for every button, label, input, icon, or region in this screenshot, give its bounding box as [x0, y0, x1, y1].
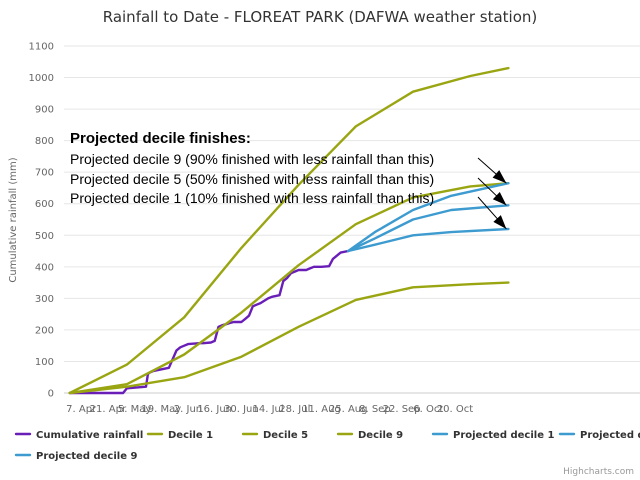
y-tick-label: 800: [35, 136, 54, 147]
x-tick-label: 25. Aug: [329, 404, 368, 415]
y-tick-label: 700: [35, 168, 54, 179]
x-tick-label: 2. Jun: [174, 404, 202, 415]
y-tick-label: 300: [35, 294, 54, 305]
y-tick-label: 900: [35, 105, 54, 116]
legend-label: Projected decile 1: [453, 430, 554, 441]
legend-item[interactable]: Projected decile 1: [431, 430, 554, 441]
annotation-arrows: [477, 157, 507, 230]
x-tick-label: 28. Jul: [279, 404, 310, 415]
chart-title: Rainfall to Date - FLOREAT PARK (DAFWA w…: [103, 8, 538, 26]
y-tick-label: 400: [35, 262, 54, 273]
y-axis-title: Cumulative rainfall (mm): [8, 157, 19, 282]
legend-label: Projected decile 5: [580, 430, 640, 441]
series-line-projected-decile-5: [347, 204, 510, 253]
legend-label: Projected decile 9: [36, 451, 137, 462]
y-tick-label: 600: [35, 199, 54, 210]
grid-lines: [64, 45, 640, 394]
x-tick-label: 14. Jul: [253, 404, 284, 415]
x-tick-label: 20. Oct: [437, 404, 473, 415]
y-axis-ticks: 0 100 200 300 400 500 600 700 800 900 1000 1100: [29, 42, 54, 400]
x-tick-label: 7. Apr: [66, 404, 97, 415]
x-tick-label: 30. Jun: [224, 404, 259, 415]
y-tick-label: 1000: [29, 73, 54, 84]
series-line-decile-9: [68, 66, 510, 395]
legend-item[interactable]: Cumulative rainfall: [14, 430, 143, 441]
series-line-cumulative-rainfall: [68, 249, 350, 395]
legend-item[interactable]: Decile 5: [241, 430, 308, 441]
series-line-projected-decile-9: [347, 181, 510, 253]
legend-item[interactable]: Projected decile 9: [14, 451, 137, 462]
legend-label: Cumulative rainfall: [36, 430, 143, 441]
x-tick-label: 11. Aug: [302, 404, 341, 415]
series-line-projected-decile-1: [347, 227, 510, 253]
x-tick-label: 22. Sep: [383, 404, 421, 415]
legend-item[interactable]: Decile 9: [336, 430, 403, 441]
annotation-arrow-head: [493, 215, 507, 229]
legend-label: Decile 9: [358, 430, 403, 441]
y-tick-label: 200: [35, 325, 54, 336]
legend-label: Decile 5: [263, 430, 308, 441]
legend-label: Decile 1: [168, 430, 213, 441]
legend-item[interactable]: Projected decile 5: [558, 430, 640, 441]
annotation-arrow-head: [492, 191, 507, 206]
annotation-decile-5: Projected decile 5 (50% finished with le…: [70, 171, 434, 187]
y-tick-label: 500: [35, 231, 54, 242]
annotation-decile-9: Projected decile 9 (90% finished with le…: [70, 151, 434, 167]
annotation-arrow-head: [492, 170, 507, 184]
legend-item[interactable]: Decile 1: [146, 430, 213, 441]
x-tick-label: 19. May: [141, 404, 181, 415]
x-tick-label: 16. Jun: [197, 404, 232, 415]
legend: Cumulative rainfall Decile 1 Decile 5 Decil…: [14, 430, 640, 462]
x-tick-label: 5. May: [118, 404, 151, 415]
annotation-decile-1: Projected decile 1 (10% finished with le…: [70, 190, 434, 206]
credits-link[interactable]: Highcharts.com: [563, 467, 634, 477]
series-line-decile-1: [68, 281, 510, 395]
x-tick-label: 8. Sep: [359, 404, 391, 415]
x-tick-label: 6. Oct: [413, 404, 443, 415]
y-tick-label: 100: [35, 357, 54, 368]
annotation-heading: Projected decile finishes:: [70, 130, 251, 147]
y-tick-label: 1100: [29, 42, 54, 53]
series-line-decile-5: [68, 181, 510, 395]
series-lines: [68, 66, 510, 395]
annotations: Projected decile finishes: Projected dec…: [70, 130, 507, 230]
y-tick-label: 0: [48, 389, 54, 400]
x-tick-label: 21. Apr: [90, 404, 127, 415]
